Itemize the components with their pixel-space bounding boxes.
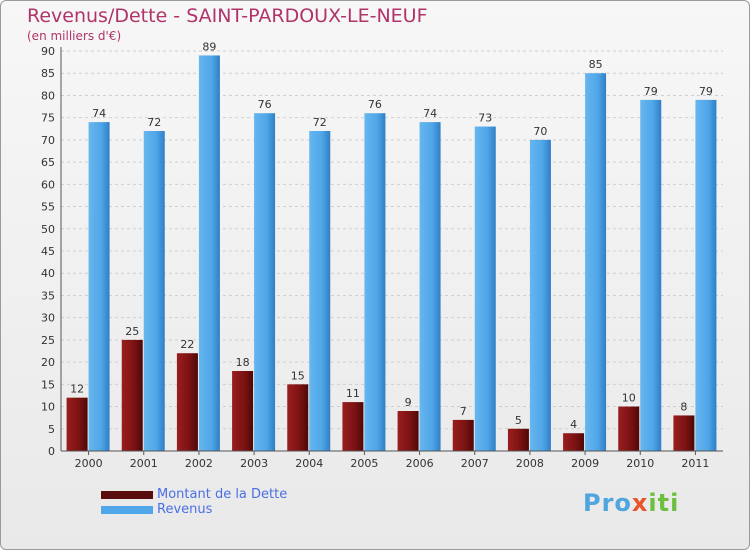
y-tick-label: 20 [41, 356, 55, 369]
y-tick-label: 55 [41, 201, 55, 214]
y-tick-label: 50 [41, 223, 55, 236]
x-tick-label: 2006 [406, 457, 434, 470]
data-label-revenue: 74 [423, 107, 437, 120]
y-tick-label: 65 [41, 156, 55, 169]
bars-layer [66, 55, 717, 452]
legend-label-revenue: Revenus [157, 502, 213, 517]
data-label-revenue: 76 [258, 98, 272, 111]
x-tick-label: 2002 [185, 457, 213, 470]
x-tick-label: 2003 [240, 457, 268, 470]
labels-layer: 12 74 25 72 22 89 18 76 15 72 11 76 9 74 7 73 5 70 4 85 10 79… [70, 40, 713, 431]
x-tick-label: 2010 [626, 457, 654, 470]
bar-revenue [254, 113, 276, 451]
bar-debt [507, 428, 529, 451]
data-label-revenue: 74 [92, 107, 106, 120]
data-label-revenue: 79 [644, 85, 658, 98]
data-label-debt: 25 [125, 325, 139, 338]
bar-debt [563, 433, 585, 451]
brand-part-1: Pro [583, 489, 632, 517]
bar-revenue [585, 73, 607, 451]
y-tick-label: 5 [48, 423, 55, 436]
axis-layer: 0510152025303540455055606570758085902000… [41, 45, 723, 470]
bar-debt [121, 339, 143, 451]
bar-debt [342, 402, 364, 451]
data-label-revenue: 76 [368, 98, 382, 111]
x-tick-label: 2000 [75, 457, 103, 470]
chart-title: Revenus/Dette - SAINT-PARDOUX-LE-NEUF [27, 5, 428, 27]
y-tick-label: 85 [41, 67, 55, 80]
data-label-debt: 11 [346, 387, 360, 400]
bar-revenue [419, 122, 441, 451]
legend-label-debt: Montant de la Dette [157, 487, 288, 502]
bar-debt [232, 371, 254, 451]
x-tick-label: 2004 [295, 457, 323, 470]
bar-revenue [88, 122, 110, 451]
data-label-revenue: 89 [202, 40, 216, 53]
bar-revenue [198, 55, 220, 451]
x-tick-label: 2011 [681, 457, 709, 470]
y-tick-label: 60 [41, 178, 55, 191]
x-tick-label: 2009 [571, 457, 599, 470]
data-label-debt: 8 [680, 400, 687, 413]
data-label-revenue: 70 [533, 125, 547, 138]
x-tick-label: 2007 [461, 457, 489, 470]
legend-swatch-debt [101, 490, 153, 499]
bar-debt [618, 406, 640, 451]
y-tick-label: 40 [41, 267, 55, 280]
x-tick-label: 2008 [516, 457, 544, 470]
y-tick-label: 45 [41, 245, 55, 258]
bar-debt [176, 353, 198, 451]
data-label-debt: 4 [570, 418, 577, 431]
data-label-revenue: 79 [699, 85, 713, 98]
y-tick-label: 35 [41, 289, 55, 302]
bar-revenue [143, 131, 165, 451]
data-label-revenue: 72 [313, 116, 327, 129]
bar-debt [452, 419, 474, 451]
bar-debt [673, 415, 695, 451]
bar-revenue [474, 126, 496, 452]
bar-revenue [364, 113, 386, 451]
bar-revenue [640, 99, 662, 451]
bar-debt [397, 411, 419, 451]
brand-part-2: x [631, 489, 649, 517]
y-tick-label: 10 [41, 401, 55, 414]
x-tick-label: 2005 [350, 457, 378, 470]
grid-layer [61, 50, 723, 430]
bar-revenue [529, 139, 551, 451]
data-label-revenue: 72 [147, 116, 161, 129]
legend-swatch-revenue [101, 505, 153, 514]
y-tick-label: 90 [41, 45, 55, 58]
y-tick-label: 15 [41, 378, 55, 391]
brand-logo: Proxiti [583, 489, 679, 517]
data-label-revenue: 85 [589, 58, 603, 71]
y-tick-label: 30 [41, 312, 55, 325]
data-label-revenue: 73 [478, 112, 492, 125]
data-label-debt: 15 [291, 369, 305, 382]
legend-item-revenue: Revenus [101, 502, 287, 517]
bar-debt [287, 384, 309, 451]
y-tick-label: 70 [41, 134, 55, 147]
y-tick-label: 0 [48, 445, 55, 458]
x-tick-label: 2001 [130, 457, 158, 470]
y-tick-label: 25 [41, 334, 55, 347]
bar-revenue [309, 131, 331, 451]
data-label-debt: 12 [70, 383, 84, 396]
data-label-debt: 7 [460, 405, 467, 418]
y-tick-label: 75 [41, 112, 55, 125]
data-label-debt: 22 [180, 338, 194, 351]
data-label-debt: 10 [622, 392, 636, 405]
y-tick-label: 80 [41, 89, 55, 102]
bar-debt [66, 397, 88, 451]
data-label-debt: 18 [236, 356, 250, 369]
bar-revenue [695, 99, 717, 451]
data-label-debt: 5 [515, 414, 522, 427]
brand-part-3: iti [648, 489, 680, 517]
chart-subtitle: (en milliers d'€) [27, 29, 122, 43]
data-label-debt: 9 [405, 396, 412, 409]
legend-item-debt: Montant de la Dette [101, 487, 287, 502]
legend: Montant de la Dette Revenus [101, 487, 287, 517]
